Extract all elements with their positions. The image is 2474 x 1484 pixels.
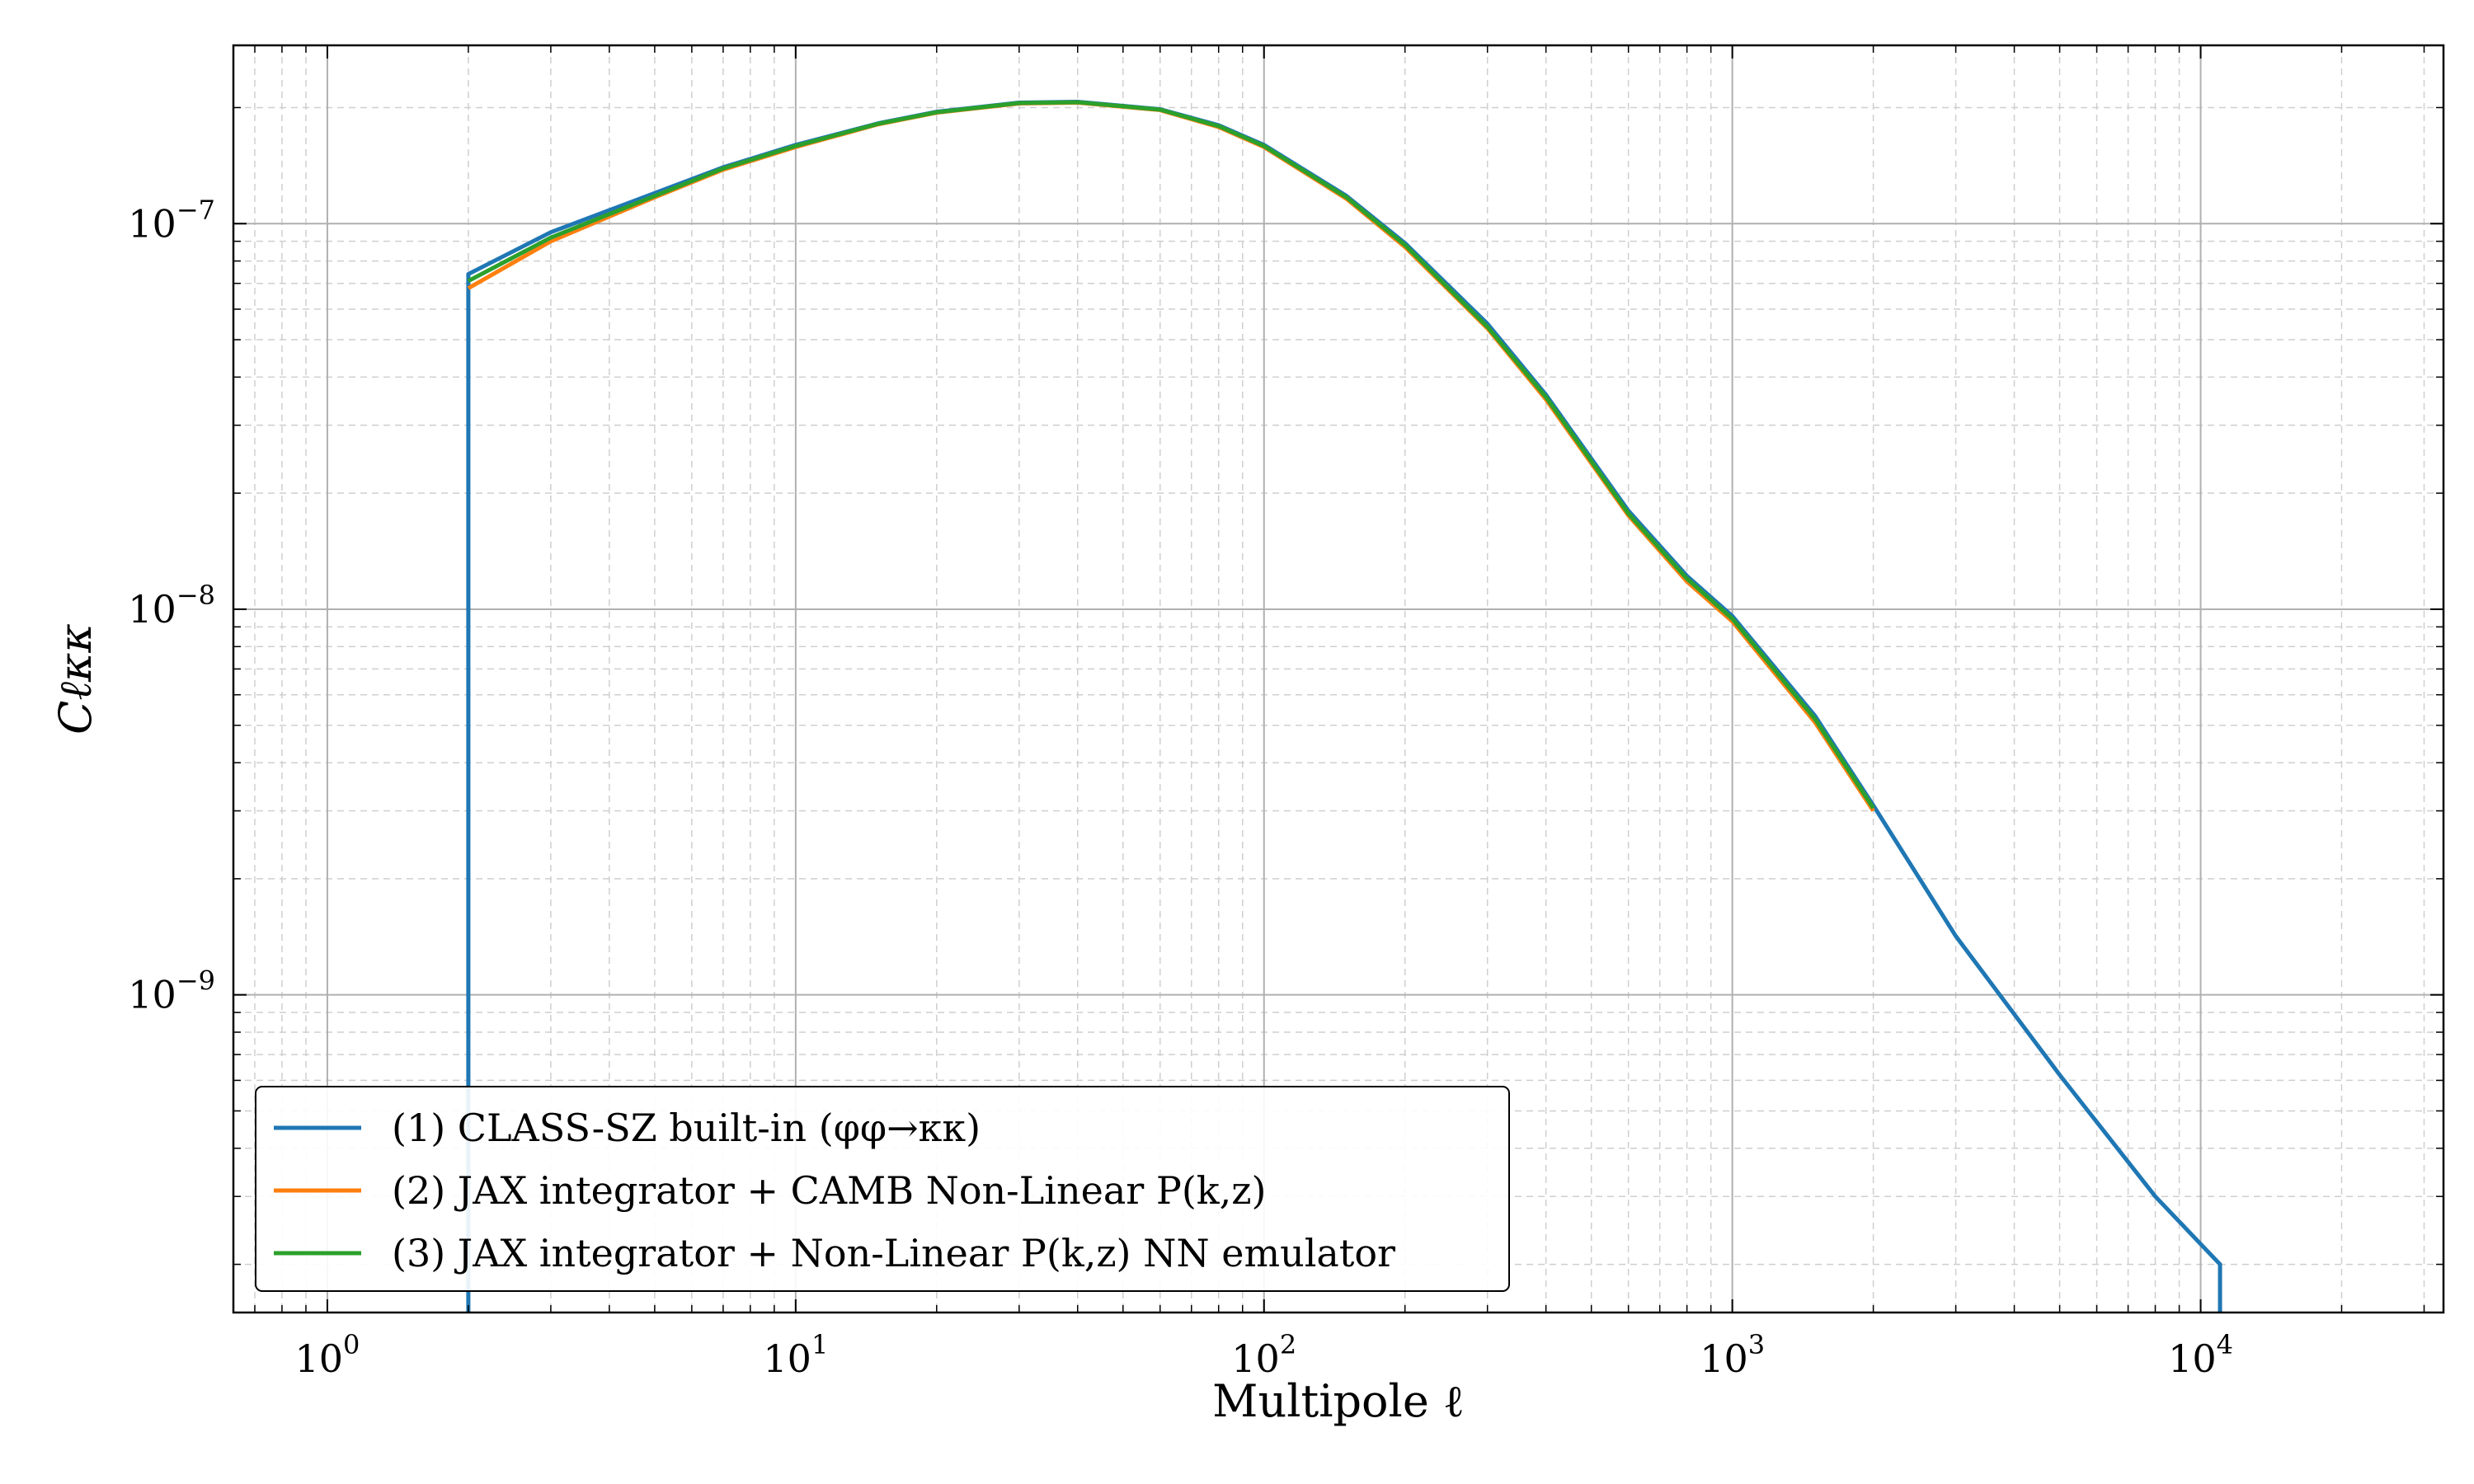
y-tick-label: 10−8 <box>128 580 215 632</box>
legend-label-2: (2) JAX integrator + CAMB Non-Linear P(k… <box>392 1168 1266 1213</box>
legend: (1) CLASS-SZ built-in (φφ→κκ) (2) JAX int… <box>255 1086 1510 1292</box>
plot-frame <box>232 44 2445 1314</box>
legend-label-3: (3) JAX integrator + Non-Linear P(k,z) N… <box>392 1231 1395 1275</box>
series-line-3 <box>467 100 1875 810</box>
x-tick-label: 104 <box>2168 1329 2233 1381</box>
y-axis-label: Cℓκκ <box>49 623 101 735</box>
series-lines <box>466 99 2222 1313</box>
x-tick-label: 103 <box>1700 1329 1765 1381</box>
legend-label-1: (1) CLASS-SZ built-in (φφ→κκ) <box>392 1106 981 1150</box>
y-tick-label: 10−7 <box>128 194 215 246</box>
y-tick-label: 10−9 <box>128 965 215 1017</box>
x-tick-label: 101 <box>763 1329 828 1381</box>
x-tick-label: 100 <box>295 1329 360 1381</box>
series-line-2 <box>467 100 1875 812</box>
legend-box <box>255 1086 1510 1292</box>
x-tick-label: 102 <box>1231 1329 1296 1381</box>
x-axis-label: Multipole ℓ <box>1212 1375 1465 1427</box>
x-tick-labels: 100 101 102 103 104 <box>295 1329 2233 1381</box>
y-tick-labels: 10−7 10−8 10−9 <box>128 194 215 1017</box>
tick-marks <box>233 45 2443 1313</box>
